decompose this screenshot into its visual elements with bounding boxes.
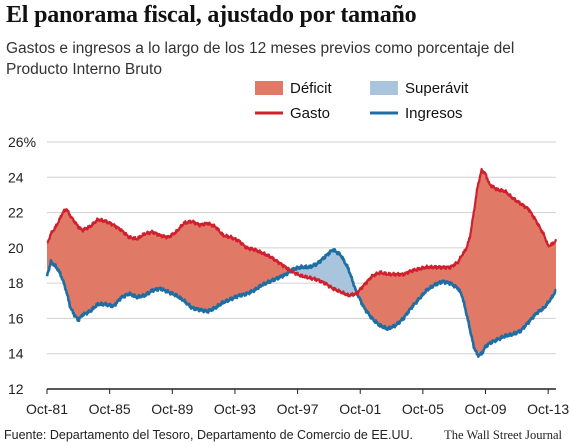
- y-tick-label: 14: [8, 346, 24, 362]
- x-tick-label: Oct-05: [402, 401, 444, 417]
- deficit-area: [47, 209, 292, 321]
- ingresos-line: [45, 248, 557, 359]
- deficit-area: [356, 169, 556, 357]
- legend-swatch-deficit: [255, 81, 283, 95]
- legend-label-ingresos: Ingresos: [405, 105, 463, 122]
- x-tick-label: Oct-13: [527, 401, 569, 417]
- source-note: Fuente: Departamento del Tesoro, Departa…: [4, 428, 414, 442]
- x-tick-label: Oct-09: [465, 401, 507, 417]
- chart-title: El panorama fiscal, ajustado por tamaño: [6, 2, 417, 28]
- gasto-line: [46, 167, 558, 298]
- legend-label-deficit: Déficit: [290, 80, 333, 97]
- legend-label-gasto: Gasto: [290, 105, 330, 122]
- y-tick-label: 16: [8, 310, 24, 326]
- x-tick-label: Oct-01: [339, 401, 381, 417]
- publisher-credit: The Wall Street Journal: [444, 428, 562, 442]
- y-tick-label: 22: [8, 205, 24, 221]
- y-tick-label: 12: [8, 381, 24, 397]
- chart-subtitle: Gastos e ingresos a lo largo de los 12 m…: [6, 40, 515, 78]
- x-tick-label: Oct-93: [214, 401, 256, 417]
- surplus-area: [291, 249, 357, 297]
- x-tick-label: Oct-81: [26, 401, 68, 417]
- x-tick-label: Oct-97: [277, 401, 319, 417]
- y-tick-label: 26%: [8, 134, 36, 150]
- y-tick-label: 24: [8, 169, 24, 185]
- y-tick-label: 18: [8, 275, 24, 291]
- y-tick-label: 20: [8, 240, 24, 256]
- legend-swatch-surplus: [370, 81, 398, 95]
- x-tick-label: Oct-89: [151, 401, 193, 417]
- x-tick-label: Oct-85: [89, 401, 131, 417]
- legend-label-surplus: Superávit: [405, 80, 469, 97]
